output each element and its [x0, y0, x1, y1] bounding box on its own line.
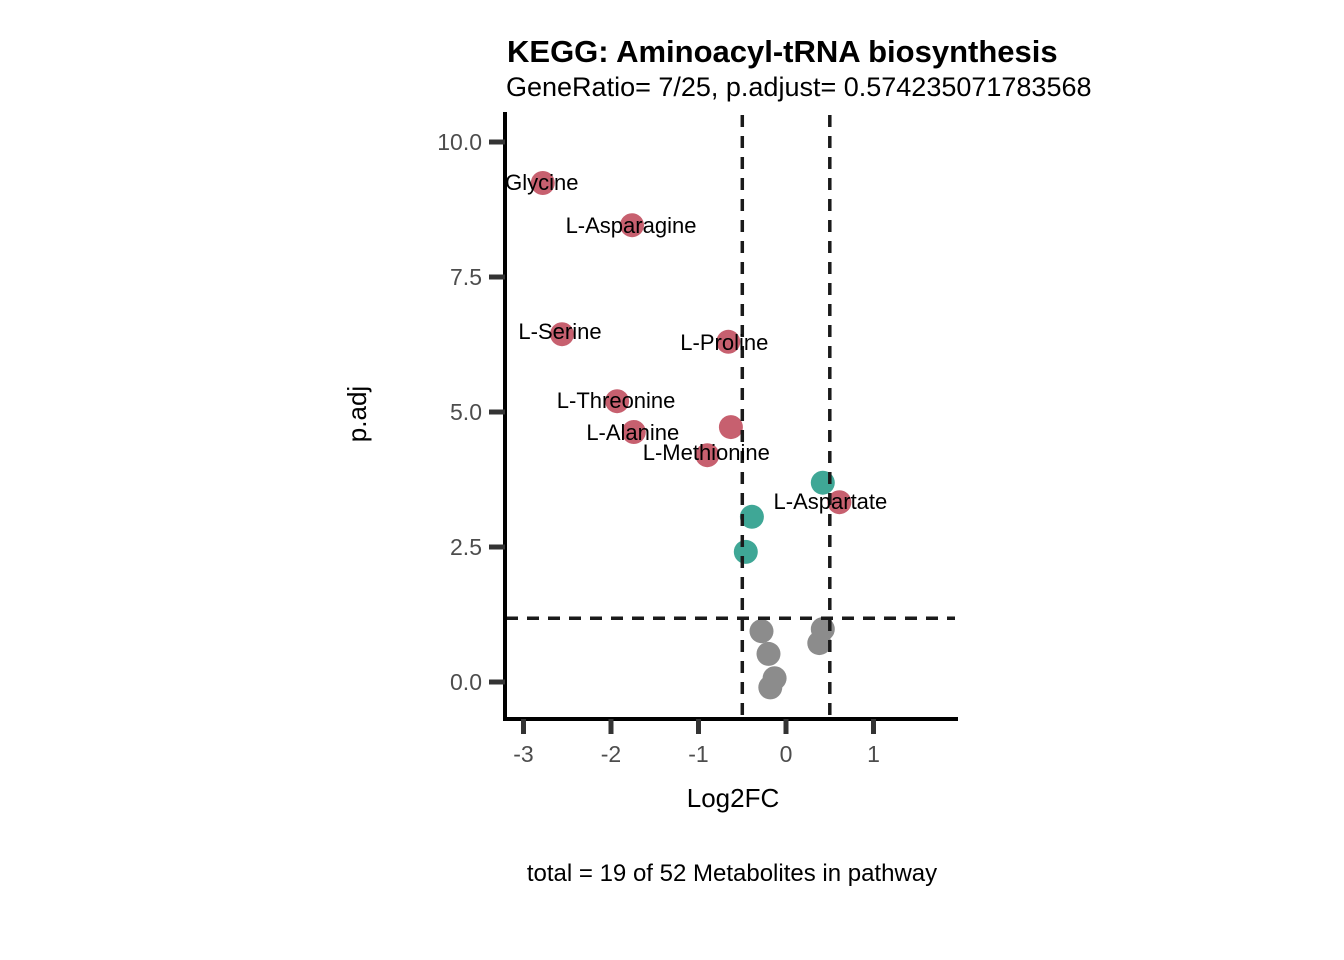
y-tick-label: 0.0	[450, 669, 482, 695]
point-label: L-Alanine	[586, 420, 679, 445]
point-label: Glycine	[505, 170, 578, 195]
data-point-l-serine	[550, 322, 574, 347]
x-tick-label: -1	[688, 741, 708, 767]
data-point-l-methionine	[695, 443, 720, 468]
x-tick-label: -2	[601, 741, 621, 767]
chart-title: KEGG: Aminoacyl-tRNA biosynthesis	[507, 34, 1058, 69]
data-point	[807, 631, 832, 656]
data-point	[718, 415, 743, 440]
point-label: L-Aspartate	[774, 489, 888, 514]
point-label: L-Methionine	[643, 440, 770, 465]
y-tick-label: 2.5	[450, 534, 482, 560]
point-labels-layer: Glycine L-Asparagine L-Serine L-Proline L-Th…	[505, 170, 887, 514]
point-label: L-Proline	[680, 330, 768, 355]
x-tick-label: -3	[513, 741, 533, 767]
y-tick-label: 10.0	[437, 129, 482, 155]
data-point-l-aspartate	[827, 490, 852, 515]
y-tick-label: 7.5	[450, 264, 482, 290]
data-point-glycine	[530, 171, 555, 195]
data-point-l-alanine	[621, 420, 646, 444]
data-point-l-asparagine	[620, 213, 644, 238]
data-point	[758, 675, 783, 700]
data-point	[756, 641, 781, 666]
y-tick-label: 5.0	[450, 399, 482, 425]
point-label: L-Serine	[518, 319, 601, 344]
point-label: L-Asparagine	[566, 213, 697, 238]
data-point-l-proline	[716, 329, 741, 354]
data-point	[739, 504, 764, 529]
x-tick-label: 0	[780, 741, 793, 767]
data-point-l-threonine	[605, 389, 630, 414]
axes-layer: 0.0 2.5 5.0 7.5 10.0 -3 -2 -1 0 1	[437, 112, 958, 767]
chart-subtitle: GeneRatio= 7/25, p.adjust= 0.57423507178…	[506, 72, 1092, 102]
data-point	[749, 619, 774, 644]
x-axis-label: Log2FC	[687, 783, 780, 813]
y-axis-label: p.adj	[342, 386, 372, 442]
threshold-lines-layer	[506, 115, 955, 719]
data-points-layer	[530, 171, 852, 700]
caption: total = 19 of 52 Metabolites in pathway	[527, 860, 937, 887]
point-label: L-Threonine	[557, 388, 676, 413]
x-tick-label: 1	[867, 741, 880, 767]
data-point	[733, 539, 758, 564]
